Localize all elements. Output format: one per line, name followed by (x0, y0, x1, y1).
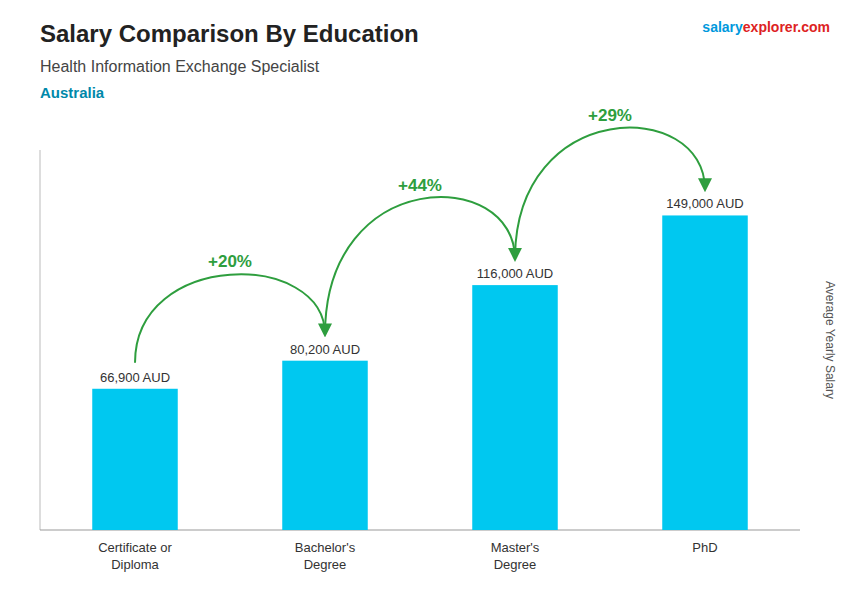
subtitle: Health Information Exchange Specialist (40, 58, 320, 75)
bar (472, 285, 558, 530)
title: Salary Comparison By Education (40, 20, 419, 47)
data-label: 66,900 AUD (100, 370, 170, 385)
watermark-part: explorer (743, 19, 799, 35)
change-arrow (135, 274, 325, 362)
y-axis-line (40, 150, 41, 530)
x-tick-label-line: Bachelor's (295, 540, 356, 555)
y-axis-label: Average Yearly Salary (823, 281, 837, 399)
change-arrow (515, 128, 705, 259)
change-arrow (325, 197, 515, 335)
x-tick-label: PhD (692, 540, 717, 555)
chart-container: Salary Comparison By Education Health Inf… (0, 0, 850, 606)
data-label: 116,000 AUD (477, 266, 553, 281)
watermark: salaryexplorer.com (702, 19, 830, 35)
x-tick-label: Certificate or Diploma (98, 540, 172, 572)
bar (282, 361, 368, 530)
chart: Salary Comparison By Education Health Inf… (0, 0, 850, 606)
x-tick-label-line: Master's (491, 540, 540, 555)
watermark-part: .com (797, 19, 830, 35)
x-tick-label-line: Diploma (111, 557, 159, 572)
bar (662, 215, 748, 530)
data-label: 80,200 AUD (290, 342, 360, 357)
x-tick-label-line: PhD (692, 540, 717, 555)
x-tick-label: Master's Degree (491, 540, 540, 572)
change-label: +44% (398, 176, 442, 195)
bar (92, 389, 178, 530)
bars (92, 215, 748, 530)
x-tick-label-line: Degree (494, 557, 537, 572)
change-label: +20% (208, 252, 252, 271)
watermark-part: salary (702, 19, 743, 35)
x-tick-label-line: Degree (304, 557, 347, 572)
country: Australia (40, 84, 105, 101)
data-label: 149,000 AUD (666, 196, 743, 211)
change-label: +29% (588, 106, 632, 125)
x-tick-label: Bachelor's Degree (295, 540, 356, 572)
x-tick-label-line: Certificate or (98, 540, 172, 555)
